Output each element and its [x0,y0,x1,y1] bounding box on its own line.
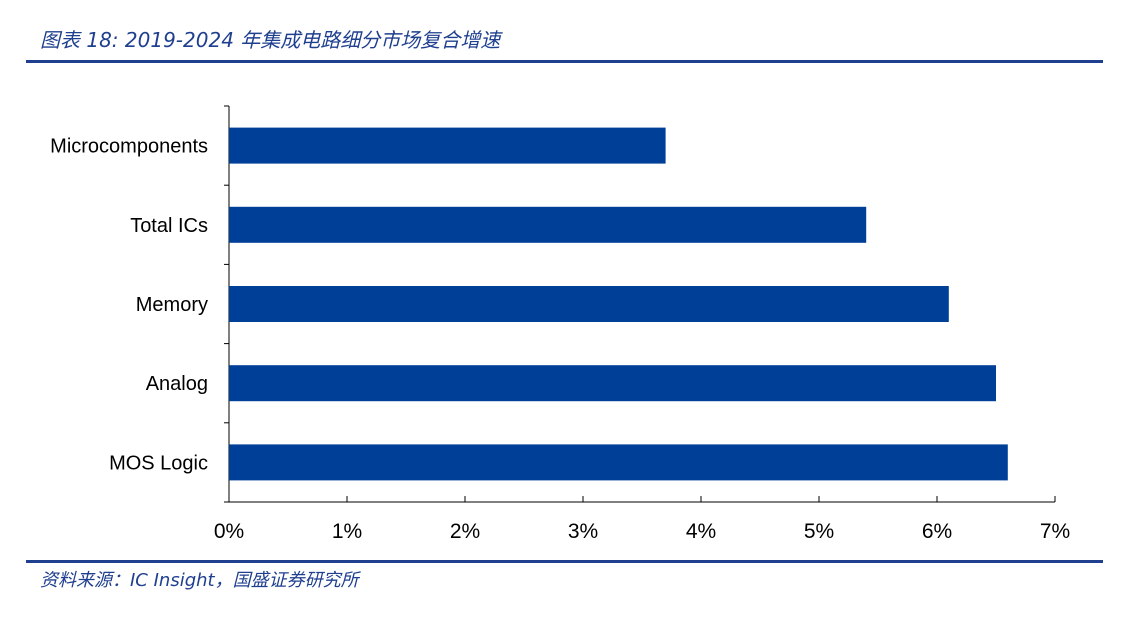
chart-title: 图表 18: 2019-2024 年集成电路细分市场复合增速 [40,28,501,52]
bar [229,444,1008,481]
bar [229,365,996,402]
category-label: Memory [136,294,208,316]
x-tick-label: 4% [686,520,716,543]
x-tick-label: 2% [450,520,480,543]
x-tick-label: 7% [1040,520,1070,543]
source-note: 资料来源：IC Insight，国盛证券研究所 [40,570,359,591]
bar [229,286,949,322]
category-label: Microcomponents [50,136,208,158]
top-divider [26,60,1103,63]
category-label: Total ICs [130,215,208,237]
bar [229,127,666,164]
category-label: Analog [146,373,208,395]
bar [229,206,867,243]
x-tick-label: 5% [804,520,834,543]
category-label: MOS Logic [109,452,208,474]
x-tick-label: 6% [922,520,952,543]
x-tick-label: 1% [332,520,362,543]
x-tick-label: 3% [568,520,598,543]
x-tick-label: 0% [214,520,244,543]
bottom-divider [26,560,1103,563]
